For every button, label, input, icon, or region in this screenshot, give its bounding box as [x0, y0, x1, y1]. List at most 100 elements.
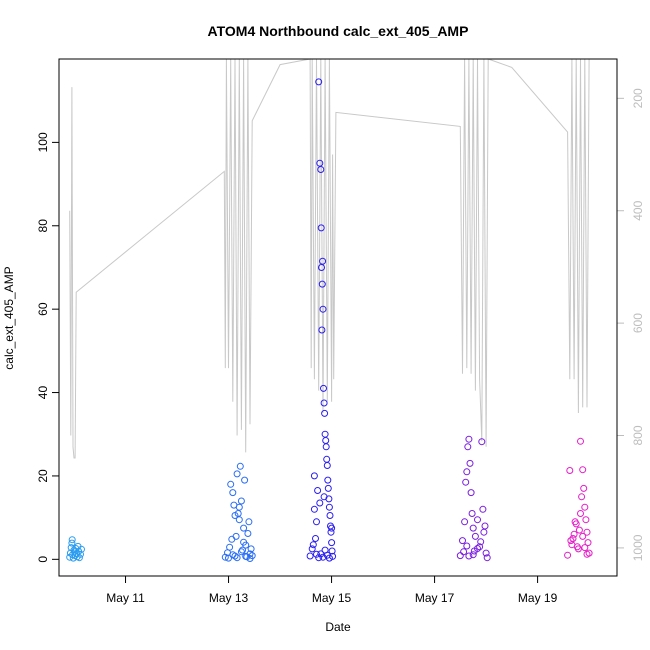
y-tick-label: 100 — [36, 132, 50, 152]
data-point — [240, 538, 248, 546]
data-point — [465, 435, 473, 443]
data-point — [309, 541, 317, 549]
depth-line-layer — [69, 58, 590, 459]
data-point — [244, 530, 252, 537]
data-point — [314, 487, 322, 494]
y-tick-label: 0 — [36, 556, 50, 563]
data-point — [327, 528, 335, 536]
data-point — [317, 166, 325, 173]
data-point — [227, 480, 235, 488]
data-point — [324, 476, 332, 484]
data-point — [320, 384, 327, 392]
data-point — [226, 543, 234, 551]
data-point — [463, 468, 471, 476]
x-tick-label: May 17 — [415, 591, 455, 605]
y2-tick-label: 800 — [631, 425, 645, 445]
data-point — [233, 554, 241, 562]
data-point — [315, 78, 323, 86]
data-point — [461, 518, 469, 526]
data-point — [77, 550, 84, 558]
data-point — [464, 443, 472, 451]
data-point — [460, 548, 468, 556]
x-tick-label: May 13 — [209, 591, 249, 605]
data-point — [474, 545, 481, 552]
data-point — [313, 518, 320, 526]
y-axis-label: calc_ext_405_AMP — [2, 266, 16, 369]
depth-line — [69, 58, 590, 459]
data-point — [567, 537, 575, 545]
data-point — [229, 489, 237, 497]
data-point — [75, 554, 83, 562]
data-point — [326, 512, 334, 519]
data-point — [231, 512, 239, 519]
data-point — [469, 551, 477, 559]
data-point — [564, 551, 572, 559]
data-point — [315, 554, 323, 562]
data-point — [580, 484, 588, 492]
data-point — [235, 503, 243, 511]
data-point — [566, 467, 574, 474]
data-point — [571, 518, 579, 526]
data-point — [577, 510, 584, 517]
data-point — [575, 526, 583, 534]
data-point — [583, 528, 591, 536]
plot-frame — [58, 58, 618, 577]
data-point — [325, 503, 333, 511]
data-point — [570, 530, 578, 538]
data-point — [78, 545, 85, 553]
y-tick-label: 20 — [36, 469, 50, 483]
data-point — [68, 539, 76, 547]
data-point — [456, 552, 464, 560]
data-point — [237, 497, 245, 505]
data-point — [318, 326, 326, 334]
data-point — [322, 443, 330, 451]
y-tick-label: 60 — [36, 302, 50, 316]
data-point — [228, 535, 236, 543]
data-point — [573, 543, 581, 551]
data-point — [471, 532, 479, 540]
data-point — [308, 545, 316, 553]
data-point — [477, 538, 485, 546]
data-point — [579, 466, 587, 474]
x-axis-label: Date — [325, 620, 351, 634]
data-point — [240, 524, 248, 532]
data-point — [323, 455, 331, 463]
x-tick-label: May 19 — [518, 591, 558, 605]
data-point — [476, 543, 484, 551]
data-point — [310, 505, 318, 513]
data-point — [581, 544, 589, 552]
data-point — [582, 516, 590, 524]
x-tick-label: May 11 — [106, 591, 145, 605]
y-tick-label: 40 — [36, 386, 50, 400]
data-point — [578, 493, 586, 501]
data-point — [322, 437, 330, 444]
data-point — [328, 547, 336, 555]
data-point — [584, 539, 592, 547]
data-point — [319, 553, 327, 561]
y-tick-label: 80 — [36, 219, 50, 233]
data-point — [318, 280, 326, 288]
data-point — [459, 537, 466, 545]
data-point — [328, 524, 336, 532]
data-point — [465, 552, 473, 560]
data-point — [480, 528, 488, 536]
data-point — [310, 472, 318, 480]
data-point — [481, 522, 489, 530]
data-point — [321, 409, 329, 417]
data-point — [237, 548, 245, 556]
axes-layer: May 11 May 13 May 15 May 17 May 19 0 20 40 60 80 1… — [36, 88, 645, 605]
data-point — [312, 535, 319, 542]
data-point — [319, 305, 327, 313]
data-point — [581, 503, 589, 511]
y2-tick-label: 200 — [631, 88, 645, 108]
data-point — [306, 552, 314, 560]
data-point — [583, 550, 591, 558]
data-point — [324, 484, 332, 492]
data-point — [319, 257, 327, 265]
data-point — [466, 459, 474, 467]
data-point — [232, 532, 240, 540]
data-point — [233, 470, 241, 478]
data-point — [328, 539, 336, 547]
data-point — [483, 554, 491, 562]
